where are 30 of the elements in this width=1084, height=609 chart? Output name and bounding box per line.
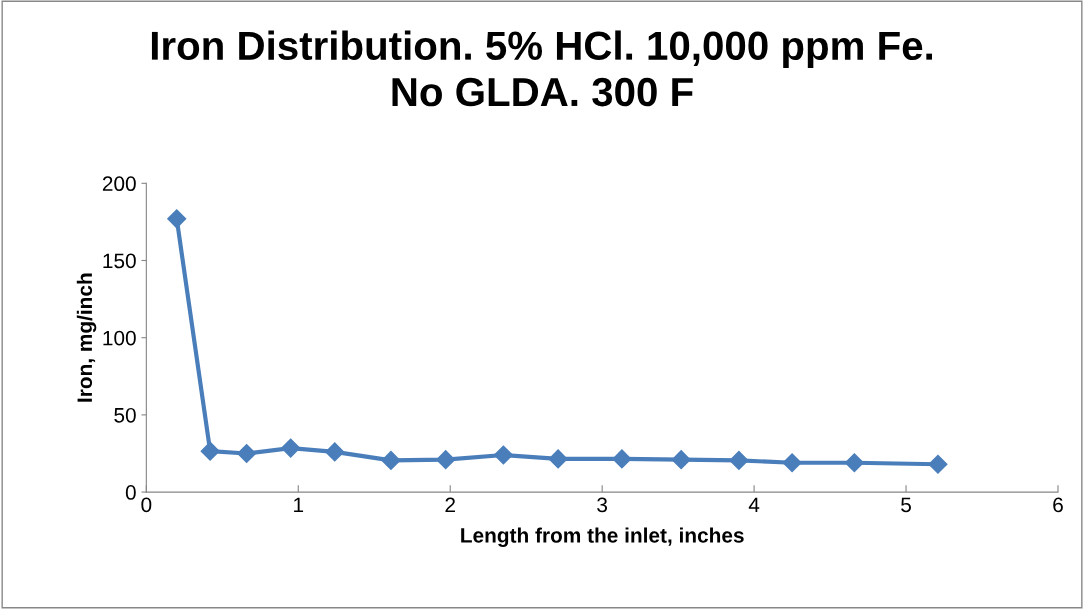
point (493, 445, 513, 465)
point (928, 454, 948, 474)
x-tick-label: 2 (445, 497, 455, 513)
x-tick-label: 1 (294, 497, 304, 513)
point (844, 453, 864, 473)
point (281, 438, 301, 458)
point (200, 441, 220, 461)
point (237, 443, 257, 464)
point (548, 449, 568, 469)
y-tick-label: 0 (125, 485, 136, 500)
x-tick-label: 3 (597, 497, 608, 513)
point (381, 450, 401, 470)
point (782, 453, 802, 473)
y-tick-label: 50 (114, 407, 136, 423)
x-tick-label: 6 (1053, 497, 1063, 513)
chart-title: Iron Distribution. 5% HCl. 10,000 ppm Fe. No GLDA. 300 F (151, 30, 933, 107)
y-axis-title: Iron, mg/inch (76, 273, 97, 402)
x-axis-title: Length from the inlet, inches (461, 527, 744, 547)
x-tick-label: 4 (748, 497, 760, 513)
point (612, 449, 632, 469)
point (325, 442, 345, 462)
point (729, 450, 749, 470)
y-tick-label: 100 (103, 330, 136, 346)
point (671, 450, 691, 470)
point (167, 209, 187, 229)
point (436, 450, 456, 470)
x-tick-label: 5 (901, 497, 911, 513)
y-tick-label: 200 (102, 176, 136, 192)
x-tick-label: 0 (141, 497, 152, 513)
y-tick-label: 150 (103, 253, 136, 269)
